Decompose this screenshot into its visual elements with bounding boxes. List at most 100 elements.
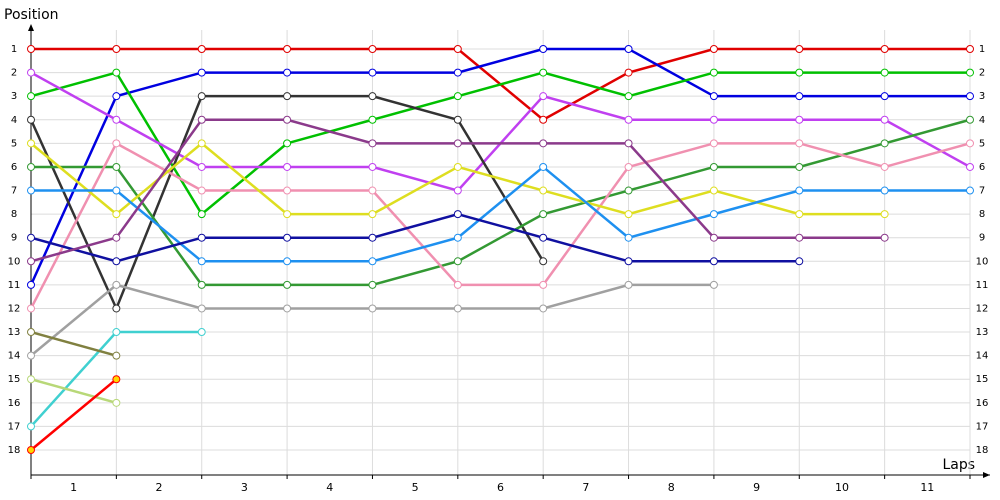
- marker: [453, 304, 462, 313]
- marker: [966, 139, 974, 148]
- marker: [368, 139, 377, 148]
- y-tick-label-right: 3: [979, 91, 985, 102]
- marker: [453, 280, 462, 289]
- marker: [624, 257, 633, 266]
- marker: [368, 257, 377, 266]
- marker: [112, 115, 121, 124]
- y-tick-label: 18: [8, 445, 21, 456]
- y-tick-label-right: 10: [976, 256, 989, 267]
- y-axis-arrow: [28, 24, 34, 31]
- y-tick-label: 8: [11, 209, 17, 220]
- marker: [27, 115, 35, 124]
- x-tick-label: 2: [156, 481, 163, 494]
- x-tick-label: 10: [835, 481, 849, 494]
- marker: [197, 162, 206, 171]
- marker: [27, 375, 35, 384]
- marker: [795, 92, 804, 101]
- marker: [795, 45, 804, 53]
- y-axis-title: Position: [4, 7, 59, 23]
- series-line: [30, 378, 117, 405]
- y-tick-label-right: 9: [979, 233, 985, 244]
- y-tick-label-right: 11: [976, 280, 989, 291]
- marker: [27, 92, 35, 101]
- marker: [539, 280, 548, 289]
- marker: [795, 68, 804, 77]
- marker: [539, 210, 548, 219]
- marker: [112, 210, 121, 219]
- marker: [539, 139, 548, 148]
- marker: [27, 45, 35, 53]
- marker: [368, 115, 377, 124]
- x-tick-label: 5: [412, 481, 419, 494]
- marker: [453, 115, 462, 124]
- marker: [880, 45, 889, 53]
- marker: [112, 280, 121, 289]
- marker: [27, 304, 35, 313]
- marker: [709, 257, 718, 266]
- marker: [368, 162, 377, 171]
- y-tick-label-right: 13: [976, 327, 989, 338]
- marker: [453, 257, 462, 266]
- x-tick-label: 6: [497, 481, 504, 494]
- marker: [453, 233, 462, 242]
- marker: [453, 139, 462, 148]
- marker: [624, 92, 633, 101]
- marker: [197, 115, 206, 124]
- y-tick-label-right: 5: [979, 138, 985, 149]
- marker: [966, 186, 974, 195]
- y-tick-label: 10: [8, 256, 21, 267]
- marker: [27, 139, 35, 148]
- marker: [112, 304, 121, 313]
- marker: [112, 257, 121, 266]
- marker: [624, 45, 633, 53]
- marker: [283, 45, 292, 53]
- marker: [880, 92, 889, 101]
- marker: [368, 68, 377, 77]
- series-line: [30, 71, 970, 217]
- marker: [795, 162, 804, 171]
- marker: [27, 351, 35, 360]
- marker: [966, 115, 974, 124]
- marker: [624, 139, 633, 148]
- marker: [368, 304, 377, 313]
- x-tick-label: 4: [326, 481, 333, 494]
- marker: [27, 162, 35, 171]
- marker: [709, 139, 718, 148]
- marker: [539, 92, 548, 101]
- marker: [624, 68, 633, 77]
- marker: [197, 328, 206, 337]
- x-tick-label: 11: [920, 481, 934, 494]
- marker: [283, 210, 292, 219]
- marker: [880, 233, 889, 242]
- y-tick-label: 12: [8, 303, 21, 314]
- marker: [709, 92, 718, 101]
- marker: [709, 68, 718, 77]
- marker: [368, 233, 377, 242]
- marker: [880, 162, 889, 171]
- marker: [539, 45, 548, 53]
- y-tick-label-right: 8: [979, 209, 985, 220]
- y-tick-label: 7: [11, 186, 17, 197]
- y-tick-label: 9: [11, 233, 17, 244]
- marker: [197, 280, 206, 289]
- marker: [453, 68, 462, 77]
- marker: [368, 92, 377, 101]
- y-tick-label: 6: [11, 162, 17, 173]
- marker: [27, 186, 35, 195]
- marker: [624, 233, 633, 242]
- marker: [709, 162, 718, 171]
- marker: [539, 162, 548, 171]
- y-tick-label: 4: [11, 115, 17, 126]
- marker: [112, 186, 121, 195]
- series-line: [30, 330, 117, 357]
- marker: [283, 139, 292, 148]
- marker: [539, 68, 548, 77]
- marker: [624, 210, 633, 219]
- marker: [197, 186, 206, 195]
- marker: [112, 68, 121, 77]
- y-tick-label-right: 15: [976, 374, 989, 385]
- marker: [283, 186, 292, 195]
- y-tick-label-right: 6: [979, 162, 985, 173]
- marker: [283, 233, 292, 242]
